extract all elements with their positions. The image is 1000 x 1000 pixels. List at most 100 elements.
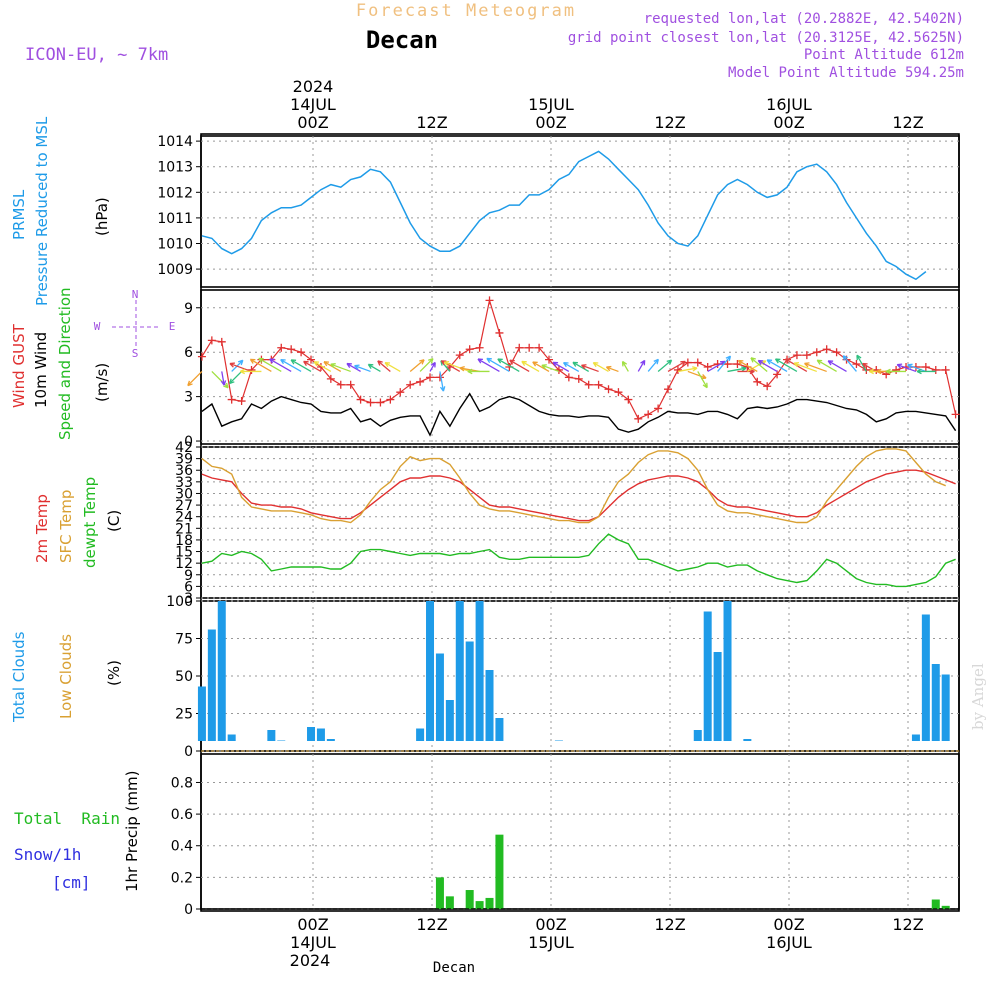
cloud-bar — [416, 728, 425, 741]
wind-arrow — [429, 361, 436, 372]
wind-arrow — [750, 357, 768, 372]
wind-arrow — [621, 360, 629, 372]
wind-arrow — [687, 370, 707, 380]
gust-marker — [277, 343, 286, 352]
wind-arrow — [657, 359, 673, 372]
gust-marker — [941, 365, 950, 374]
gust-marker — [802, 351, 811, 360]
top-date-label: 15JUL — [528, 95, 574, 114]
gust-marker — [624, 395, 633, 404]
wind-arrow — [647, 358, 659, 372]
bottom-date-label: 16JUL — [766, 933, 812, 952]
ytick-label: 24 — [175, 510, 193, 526]
wind-arrow — [757, 359, 778, 373]
ytick-label: 21 — [175, 521, 193, 537]
compass-n: N — [132, 288, 139, 301]
wind-arrow — [766, 359, 788, 373]
gust-marker — [535, 343, 544, 352]
ytick-label: 1013 — [157, 160, 193, 176]
wind-arrow — [842, 355, 857, 372]
wind-arrow — [532, 361, 550, 373]
wind-arrow — [572, 361, 590, 373]
cloud-bar — [554, 740, 563, 741]
ytick-label: 3 — [184, 390, 193, 406]
ytick-label: 25 — [175, 707, 193, 723]
gust-marker — [426, 373, 435, 382]
gust-marker — [416, 377, 425, 386]
compass-rose: N W E S — [94, 288, 176, 360]
wind-arrow — [717, 355, 732, 372]
ytick-label: 12 — [175, 556, 193, 572]
cloud-bar — [713, 652, 722, 741]
footer-location: Decan — [433, 960, 475, 976]
cloud-bars — [197, 601, 959, 752]
cloud-bar — [426, 601, 435, 741]
top-hour-label: 00Z — [773, 113, 804, 132]
wind-arrow — [677, 366, 698, 373]
top-hour-label: 00Z — [297, 113, 328, 132]
gust-marker — [346, 380, 355, 389]
wind-arrow — [384, 361, 401, 373]
gust-marker — [564, 373, 573, 382]
temp-unit: (C) — [105, 510, 123, 532]
gust-marker — [812, 348, 821, 357]
cloud-bar — [465, 641, 474, 741]
gust-marker — [207, 336, 216, 345]
gust-marker — [604, 385, 613, 394]
cloud-bar — [475, 601, 484, 741]
wind-arrow — [497, 358, 520, 373]
wind-arrow — [443, 360, 470, 373]
top-date-label: 14JUL — [290, 95, 336, 114]
gust-marker — [475, 343, 484, 352]
gust-marker — [465, 345, 474, 354]
ytick-label: 0.2 — [171, 870, 193, 886]
gust-marker — [197, 352, 206, 361]
wind-arrow — [486, 357, 510, 373]
cloud-bar — [911, 734, 920, 741]
bottom-hour-label: 00Z — [297, 915, 328, 934]
cloud-bar — [227, 734, 236, 741]
wind-arrow — [220, 371, 227, 386]
top-hour-label: 12Z — [416, 113, 447, 132]
cloud-bar — [197, 686, 206, 741]
total-clouds-label: Total Clouds — [10, 631, 28, 723]
gust-marker — [792, 351, 801, 360]
wind-arrow — [697, 371, 708, 389]
gust-marker — [634, 414, 643, 423]
ytick-label: 18 — [175, 533, 193, 549]
gust-marker — [892, 365, 901, 374]
wind-series — [187, 296, 960, 437]
wind-arrow — [856, 354, 867, 372]
cloud-bar — [485, 670, 494, 741]
gust-marker — [951, 410, 960, 419]
gust-marker — [297, 348, 306, 357]
cloud-bar — [495, 718, 504, 741]
ytick-label: 36 — [175, 463, 193, 479]
rain-bar — [485, 897, 494, 909]
wind-arrow — [862, 362, 877, 373]
pressure-label-prmsl: PRMSL — [10, 189, 28, 240]
ytick-label: 15 — [175, 545, 193, 561]
wind-arrow — [239, 368, 262, 375]
gust-marker — [515, 343, 524, 352]
gust-marker — [574, 374, 583, 383]
model-altitude: Model Point Altitude 594.25m — [728, 65, 964, 81]
bottom-hour-label: 00Z — [535, 915, 566, 934]
bottom-hour-label: 00Z — [773, 915, 804, 934]
gust-marker — [406, 380, 415, 389]
ytick-label: 0.6 — [171, 807, 193, 823]
precip-axis-label: 1hr Precip (mm) — [123, 771, 141, 892]
bottom-hour-label: 12Z — [892, 915, 923, 934]
ytick-label: 50 — [175, 669, 193, 685]
rain-bar — [931, 899, 940, 909]
gust-marker — [455, 351, 464, 360]
gust-marker — [287, 345, 296, 354]
ytick-label: 9 — [184, 301, 193, 317]
watermark: by Angel — [969, 663, 987, 730]
pressure-grid: 1009 1010 1011 1012 1013 1014 — [157, 134, 959, 287]
requested-coords: requested lon,lat (20.2882E, 42.5402N) — [644, 11, 964, 27]
rain-bar — [435, 877, 444, 909]
temp-line-dewpt-temp — [201, 533, 956, 588]
low-clouds-label: Low Clouds — [57, 634, 75, 719]
cloud-bar — [931, 664, 940, 741]
